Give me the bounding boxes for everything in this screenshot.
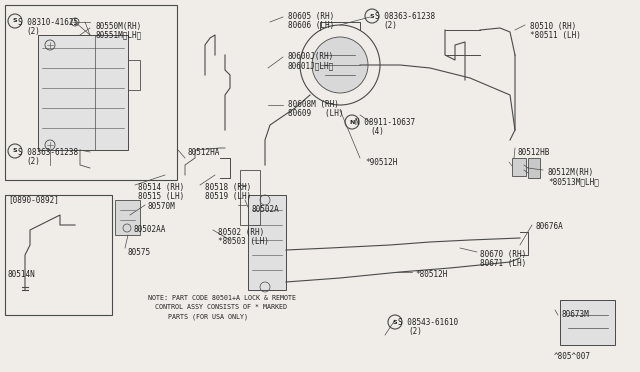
Text: S: S: [13, 148, 17, 154]
Text: *80503 (LH): *80503 (LH): [218, 237, 269, 246]
Text: 80671 (LH): 80671 (LH): [480, 259, 526, 268]
Text: 80601J〈LH〉: 80601J〈LH〉: [288, 61, 334, 70]
Bar: [5, 5, 177, 180]
Text: S: S: [393, 320, 397, 324]
Text: S: S: [13, 19, 17, 23]
Text: (2): (2): [26, 27, 40, 36]
Text: 80502A: 80502A: [252, 205, 280, 214]
Text: N: N: [349, 119, 355, 125]
Bar: [512, 158, 526, 176]
Bar: [240, 170, 260, 225]
Text: 80514 (RH): 80514 (RH): [138, 183, 184, 192]
Text: S 08363-61238: S 08363-61238: [375, 12, 435, 21]
Text: 80609   (LH): 80609 (LH): [288, 109, 344, 118]
Text: 80673M: 80673M: [562, 310, 589, 319]
Text: 80676A: 80676A: [536, 222, 564, 231]
Text: *80512H: *80512H: [415, 270, 447, 279]
Text: [0890-0892]: [0890-0892]: [8, 195, 59, 204]
Text: S 08543-61610: S 08543-61610: [398, 318, 458, 327]
Text: (4): (4): [370, 127, 384, 136]
Text: (2): (2): [408, 327, 422, 336]
Text: S 08363-61238: S 08363-61238: [18, 148, 78, 157]
Text: 80551M〈LH〉: 80551M〈LH〉: [95, 30, 141, 39]
Text: 80512HA: 80512HA: [188, 148, 220, 157]
Text: N 08911-10637: N 08911-10637: [355, 118, 415, 127]
Text: 80515 (LH): 80515 (LH): [138, 192, 184, 201]
Text: S 08310-41625: S 08310-41625: [18, 18, 78, 27]
Text: 80502 (RH): 80502 (RH): [218, 228, 264, 237]
Bar: [528, 158, 540, 178]
Text: ^805^007: ^805^007: [554, 352, 591, 361]
Text: 80519 (LH): 80519 (LH): [205, 192, 252, 201]
Bar: [115, 200, 140, 235]
Text: 80518 (RH): 80518 (RH): [205, 183, 252, 192]
Text: NOTE: PART CODE 80501+A LOCK & REMOTE: NOTE: PART CODE 80501+A LOCK & REMOTE: [148, 295, 296, 301]
Text: 80570M: 80570M: [148, 202, 176, 211]
Text: 80512M(RH): 80512M(RH): [548, 168, 595, 177]
Text: 80606 (LH): 80606 (LH): [288, 21, 334, 30]
Text: (2): (2): [383, 21, 397, 30]
Text: 80502AA: 80502AA: [133, 225, 165, 234]
Bar: [5, 195, 112, 315]
Text: CONTROL ASSY CONSISTS OF * MARKED: CONTROL ASSY CONSISTS OF * MARKED: [155, 304, 287, 310]
Text: 80550M(RH): 80550M(RH): [95, 22, 141, 31]
Text: (2): (2): [26, 157, 40, 166]
Bar: [248, 195, 286, 290]
Circle shape: [312, 37, 368, 93]
Text: 80514N: 80514N: [8, 270, 36, 279]
Bar: [560, 300, 615, 345]
Text: *80511 (LH): *80511 (LH): [530, 31, 581, 40]
Text: 80605 (RH): 80605 (RH): [288, 12, 334, 21]
Text: 80600J(RH): 80600J(RH): [288, 52, 334, 61]
Text: *80513M〈LH〉: *80513M〈LH〉: [548, 177, 599, 186]
Text: 80608M (RH): 80608M (RH): [288, 100, 339, 109]
Text: S: S: [370, 13, 374, 19]
Text: PARTS (FOR USA ONLY): PARTS (FOR USA ONLY): [168, 313, 248, 320]
Text: 80670 (RH): 80670 (RH): [480, 250, 526, 259]
Text: 80575: 80575: [128, 248, 151, 257]
Text: 80510 (RH): 80510 (RH): [530, 22, 576, 31]
Bar: [38, 35, 128, 150]
Text: 80512HB: 80512HB: [518, 148, 550, 157]
Text: *90512H: *90512H: [365, 158, 397, 167]
